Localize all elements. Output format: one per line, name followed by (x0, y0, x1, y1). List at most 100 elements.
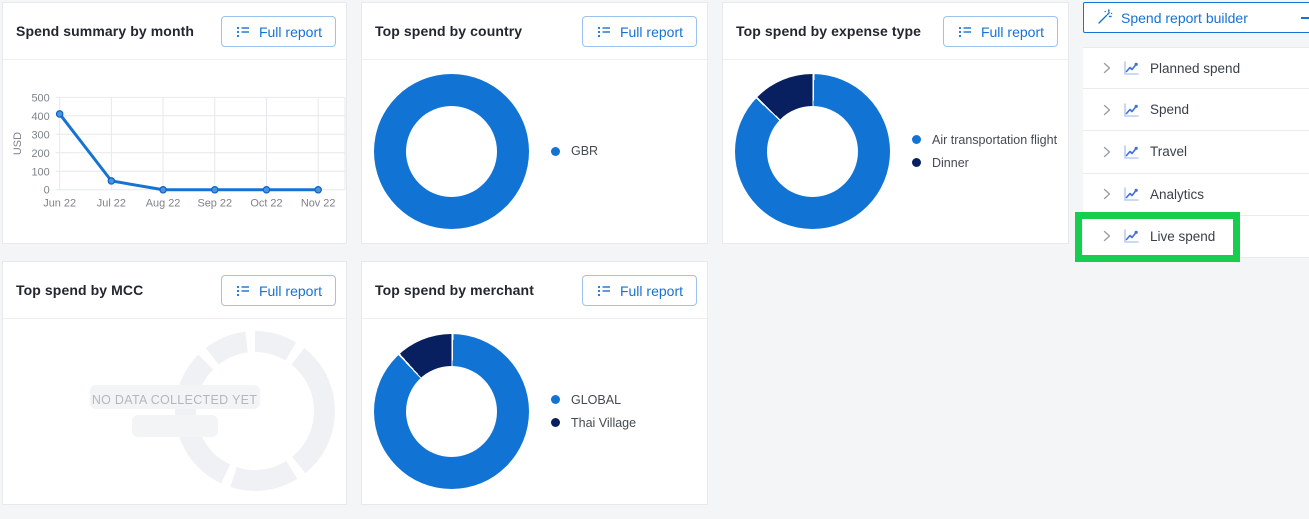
card-title: Top spend by merchant (375, 282, 534, 298)
legend-item: Air transportation flight (912, 133, 1057, 147)
placeholder-donut (174, 331, 335, 491)
full-report-button[interactable]: Full report (220, 16, 336, 47)
full-report-label: Full report (619, 282, 683, 299)
line-chart-icon (1122, 59, 1140, 77)
card-title: Top spend by country (375, 23, 523, 39)
card-title: Spend summary by month (16, 23, 195, 39)
svg-text:300: 300 (31, 129, 49, 141)
card-top-spend-by-country: Top spend by country Full report GBR (361, 2, 708, 244)
full-report-button[interactable]: Full report (581, 16, 697, 47)
sidebar-item-live-spend[interactable]: Live spend (1083, 215, 1309, 258)
empty-chart-area: NO DATA COLLECTED YET (3, 319, 346, 503)
report-builder-list: Planned spend Spend (1083, 47, 1309, 258)
donut-hole (406, 105, 497, 197)
list-icon (596, 24, 612, 40)
country-legend: GBR (551, 144, 598, 158)
card-title: Top spend by expense type (736, 23, 922, 39)
merchant-donut-chart (374, 333, 529, 489)
card-header: Top spend by country Full report (362, 3, 707, 60)
legend-item: Thai Village (551, 416, 636, 430)
svg-text:Oct 22: Oct 22 (250, 198, 282, 210)
chevron-right-icon[interactable] (1099, 228, 1115, 244)
legend-label: GLOBAL (571, 392, 622, 407)
legend-dot (912, 158, 921, 167)
legend-dot (551, 418, 560, 427)
sidebar-item-label: Spend (1150, 102, 1190, 118)
merchant-legend: GLOBAL Thai Village (551, 393, 636, 430)
donut-hole (767, 105, 858, 197)
magic-wand-icon (1096, 9, 1113, 26)
line-chart-icon (1122, 185, 1140, 203)
sidebar-item-label: Planned spend (1150, 60, 1241, 76)
legend-item: GBR (551, 144, 598, 158)
line-chart-icon (1122, 227, 1140, 245)
full-report-button[interactable]: Full report (581, 275, 697, 306)
donut-chart-area: Air transportation flight Dinner (723, 60, 1068, 242)
card-title: Top spend by MCC (16, 282, 144, 298)
legend-label: Air transportation flight (932, 132, 1058, 147)
sidebar-item-travel[interactable]: Travel (1083, 131, 1309, 174)
full-report-button[interactable]: Full report (220, 275, 336, 306)
svg-text:0: 0 (44, 185, 50, 197)
sidebar-item-planned-spend[interactable]: Planned spend (1083, 47, 1309, 90)
chevron-right-icon[interactable] (1099, 102, 1115, 118)
chevron-right-icon[interactable] (1099, 186, 1115, 202)
sidebar-item-label: Analytics (1150, 186, 1205, 202)
card-header: Top spend by MCC Full report (3, 262, 346, 319)
card-top-spend-by-expense-type: Top spend by expense type Full report Ai… (722, 2, 1069, 244)
line-chart-icon (1122, 101, 1140, 119)
svg-text:Sep 22: Sep 22 (197, 198, 232, 210)
list-icon (235, 283, 251, 299)
full-report-label: Full report (258, 23, 322, 40)
full-report-label: Full report (619, 23, 683, 40)
sidebar-item-label: Travel (1150, 144, 1188, 160)
spend-report-builder-label: Spend report builder (1121, 9, 1248, 26)
line-chart-icon (1122, 143, 1140, 161)
chevron-right-icon[interactable] (1099, 60, 1115, 76)
sidebar-item-label: Live spend (1150, 228, 1216, 244)
svg-text:500: 500 (31, 92, 49, 104)
legend-dot (551, 146, 560, 156)
card-top-spend-by-merchant: Top spend by merchant Full report GLOBAL… (361, 261, 708, 505)
card-top-spend-by-mcc: Top spend by MCC Full report NO DATA COL… (2, 261, 347, 505)
expense-donut-chart (735, 73, 890, 229)
country-donut-chart (374, 73, 529, 229)
chevron-right-icon[interactable] (1099, 144, 1115, 160)
no-data-text: NO DATA COLLECTED YET (91, 393, 258, 407)
legend-item: GLOBAL (551, 393, 636, 407)
svg-text:400: 400 (31, 111, 49, 123)
svg-text:Aug 22: Aug 22 (146, 198, 181, 210)
list-icon (235, 24, 251, 40)
donut-hole (406, 365, 497, 457)
card-header: Top spend by merchant Full report (362, 262, 707, 319)
collapse-dash-icon[interactable] (1301, 17, 1309, 19)
legend-label: GBR (571, 144, 599, 158)
svg-text:Jun 22: Jun 22 (43, 198, 76, 210)
legend-label: Thai Village (571, 415, 637, 430)
list-icon (957, 24, 973, 40)
skeleton-bar (89, 385, 260, 409)
skeleton-bar (131, 415, 218, 437)
legend-dot (912, 135, 921, 144)
card-spend-summary-by-month: Spend summary by month Full report 0 100 2… (2, 2, 347, 244)
sidebar-item-analytics[interactable]: Analytics (1083, 173, 1309, 216)
full-report-label: Full report (980, 23, 1044, 40)
donut-chart-area: GBR (362, 60, 707, 242)
sidebar-item-spend[interactable]: Spend (1083, 89, 1309, 132)
full-report-button[interactable]: Full report (942, 16, 1058, 47)
line-chart-area: 0 100 200 300 400 500 Jun 22 Jul 22 Aug 22 Sep 22… (3, 60, 346, 242)
donut-hole (195, 352, 314, 470)
svg-text:Nov 22: Nov 22 (301, 198, 336, 210)
donut-chart-area: GLOBAL Thai Village (362, 319, 707, 503)
card-header: Spend summary by month Full report (3, 3, 346, 60)
spend-line-chart: 0 100 200 300 400 500 Jun 22 Jul 22 Aug 22 Sep 22… (12, 92, 346, 210)
svg-text:100: 100 (31, 166, 49, 178)
svg-text:Jul 22: Jul 22 (97, 198, 126, 210)
card-header: Top spend by expense type Full report (723, 3, 1068, 60)
no-data-placeholder: NO DATA COLLECTED YET (3, 319, 346, 503)
legend-item: Dinner (912, 156, 1057, 170)
spend-report-builder-button[interactable]: Spend report builder (1083, 2, 1309, 33)
svg-text:200: 200 (31, 148, 49, 160)
full-report-label: Full report (258, 282, 322, 299)
